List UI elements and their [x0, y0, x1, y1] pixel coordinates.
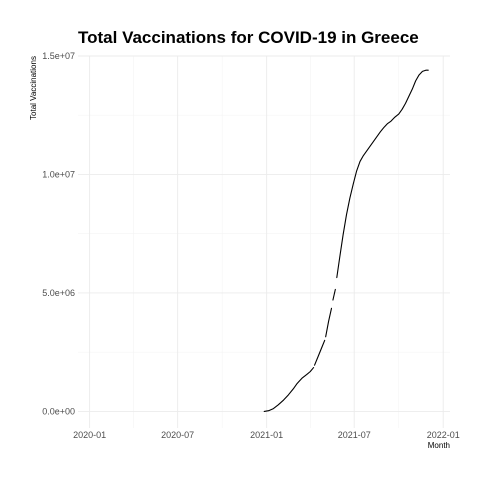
series-line-segment: [263, 367, 315, 412]
series-line-segment: [325, 307, 333, 338]
grid: [78, 55, 450, 428]
x-tick-label: 2021-07: [338, 430, 371, 440]
series-line-segment: [313, 339, 326, 366]
y-tick-label: 1.5e+07: [42, 51, 75, 61]
x-tick-label: 2021-01: [250, 430, 283, 440]
y-tick-label: 5.0e+06: [42, 288, 75, 298]
y-tick-labels: 0.0e+00 5.0e+06 1.0e+07 1.5e+07: [42, 51, 75, 416]
x-tick-label: 2020-01: [73, 430, 106, 440]
y-tick-label: 1.0e+07: [42, 169, 75, 179]
x-tick-labels: 2020-01 2020-07 2021-01 2021-07 2022-01: [73, 430, 460, 440]
series-line-segment: [336, 69, 429, 279]
y-tick-label: 0.0e+00: [42, 406, 75, 416]
series-line-segment: [332, 288, 336, 301]
x-tick-label: 2022-01: [427, 430, 460, 440]
x-tick-label: 2020-07: [161, 430, 194, 440]
x-axis-label: Month: [428, 441, 450, 450]
series-layer: [263, 69, 429, 412]
chart-title: Total Vaccinations for COVID-19 in Greec…: [78, 28, 419, 47]
y-axis-label: Total Vaccinations: [29, 56, 38, 120]
